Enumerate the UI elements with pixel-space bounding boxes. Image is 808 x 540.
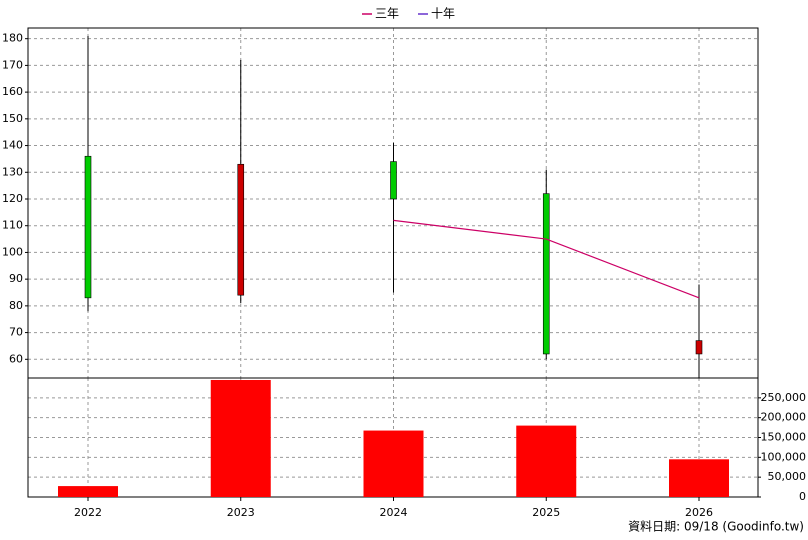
x-tick-label: 2025: [532, 506, 560, 519]
volume-bar: [516, 425, 577, 497]
x-tick-label: 2023: [227, 506, 255, 519]
y2-tick-label: 50,000: [768, 470, 807, 483]
legend-label: 三年: [375, 7, 399, 21]
y-tick-label: 180: [2, 32, 23, 45]
y-tick-label: 110: [2, 219, 23, 232]
volume-bar: [58, 486, 118, 497]
y-tick-label: 70: [9, 326, 23, 339]
y-tick-label: 100: [2, 245, 23, 258]
candle-body: [542, 193, 550, 355]
candle-body: [390, 161, 397, 200]
volume-bar: [363, 430, 424, 497]
y-tick-label: 130: [2, 165, 23, 178]
candle-body: [695, 340, 703, 355]
y2-tick-label: 150,000: [761, 431, 807, 444]
y-tick-label: 60: [9, 352, 23, 365]
x-tick-label: 2022: [74, 506, 102, 519]
y-tick-label: 90: [9, 272, 23, 285]
footer: 資料日期: 09/18 (Goodinfo.tw): [628, 520, 804, 534]
y-tick-label: 120: [2, 192, 23, 205]
candle-body: [237, 163, 245, 296]
y2-tick-label: 200,000: [761, 411, 807, 424]
candle-body: [84, 155, 92, 299]
volume-bar: [669, 459, 729, 497]
y2-tick-label: 100,000: [761, 450, 807, 463]
y2-tick-label: 250,000: [761, 391, 807, 404]
y-tick-label: 170: [2, 58, 23, 71]
x-tick-label: 2026: [685, 506, 713, 519]
y-tick-label: 160: [2, 85, 23, 98]
x-tick-label: 2024: [380, 506, 408, 519]
line-series: [393, 219, 700, 299]
volume-bar: [210, 379, 271, 497]
y-tick-label: 80: [9, 299, 23, 312]
legend-label: 十年: [431, 7, 455, 21]
y2-tick-label: 0: [799, 490, 806, 503]
y-tick-label: 140: [2, 139, 23, 152]
y-tick-label: 150: [2, 112, 23, 125]
